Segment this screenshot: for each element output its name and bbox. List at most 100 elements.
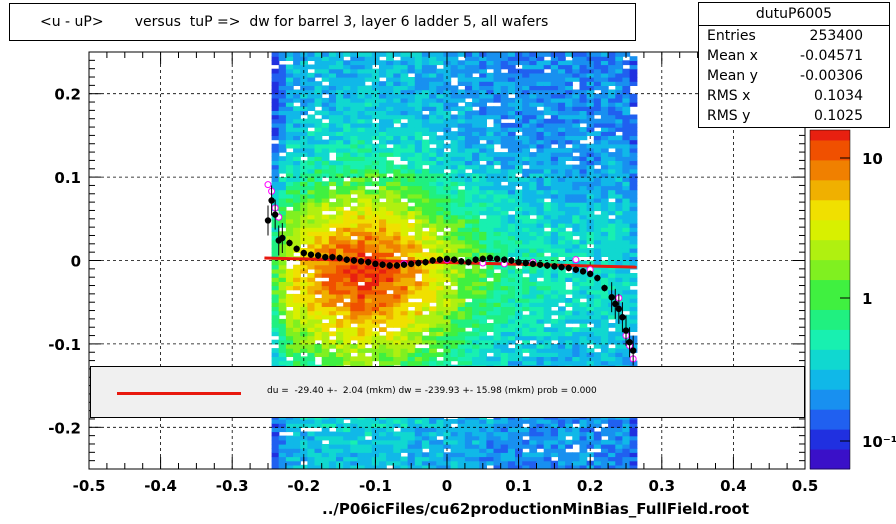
heatmap-cell (393, 268, 402, 274)
heatmap-cell (629, 318, 638, 324)
heatmap-cell (328, 331, 337, 337)
heatmap-cell (615, 168, 624, 174)
heatmap-cell (536, 327, 545, 332)
heatmap-cell (558, 206, 566, 212)
heatmap-cell (307, 64, 316, 70)
heatmap-cell (615, 435, 624, 441)
heatmap-cell (421, 127, 430, 132)
heatmap-cell (400, 156, 409, 161)
heatmap-cell (386, 248, 394, 253)
heatmap-cell (522, 172, 530, 178)
heatmap-cell (336, 85, 344, 91)
heatmap-cell (507, 331, 516, 337)
heatmap-cell (629, 260, 638, 266)
heatmap-cell (379, 452, 387, 458)
heatmap-cell (436, 202, 445, 207)
heatmap-cell (586, 114, 595, 120)
heatmap-cell (436, 360, 445, 366)
heatmap-cell (436, 314, 445, 320)
heatmap-cell (593, 81, 602, 86)
heatmap-cell (407, 177, 416, 182)
heatmap-cell (522, 314, 530, 320)
heatmap-cell (479, 131, 487, 136)
heatmap-cell (336, 214, 344, 220)
heatmap-cell (278, 114, 287, 120)
heatmap-cell (593, 435, 602, 441)
heatmap-cell (608, 256, 616, 262)
heatmap-cell (400, 185, 409, 191)
heatmap-cell (500, 89, 509, 95)
heatmap-cell (572, 352, 581, 357)
heatmap-cell (608, 277, 616, 282)
heatmap-cell (328, 118, 337, 124)
heatmap-cell (386, 185, 394, 191)
heatmap-cell (328, 323, 337, 328)
heatmap-cell (457, 72, 466, 78)
heatmap-cell (379, 444, 387, 449)
heatmap-cell (436, 77, 445, 82)
heatmap-cell (407, 68, 416, 74)
heatmap-cell (629, 135, 638, 141)
heatmap-cell (443, 181, 452, 187)
heatmap-cell (579, 72, 588, 78)
heatmap-cell (393, 214, 402, 220)
heatmap-cell (414, 172, 423, 178)
heatmap-cell (550, 256, 559, 262)
heatmap-cell (629, 60, 638, 66)
heatmap-cell (507, 160, 516, 166)
heatmap-cell (486, 327, 495, 332)
heatmap-cell (515, 77, 523, 82)
heatmap-cell (379, 439, 387, 445)
heatmap-cell (600, 314, 609, 320)
heatmap-cell (479, 348, 487, 353)
heatmap-cell (421, 147, 430, 153)
heatmap-cell (600, 456, 609, 462)
heatmap-cell (522, 139, 530, 145)
heatmap-cell (293, 323, 301, 328)
heatmap-cell (486, 293, 495, 299)
heatmap-cell (536, 285, 545, 291)
heatmap-cell (608, 56, 616, 61)
heatmap-cell (371, 223, 380, 228)
heatmap-cell (543, 302, 552, 307)
heatmap-cell (479, 168, 487, 174)
heatmap-cell (629, 147, 638, 153)
heatmap-cell (314, 156, 323, 161)
heatmap-cell (464, 356, 473, 362)
heatmap-cell (336, 177, 344, 182)
heatmap-cell (608, 89, 616, 95)
heatmap-cell (314, 164, 323, 170)
heatmap-cell (307, 285, 316, 291)
heatmap-cell (572, 127, 581, 132)
heatmap-cell (364, 189, 373, 195)
heatmap-cell (572, 243, 581, 249)
heatmap-cell (479, 81, 487, 86)
heatmap-cell (629, 185, 638, 191)
heatmap-cell (464, 102, 473, 107)
heatmap-cell (429, 93, 437, 99)
heatmap-cell (343, 348, 351, 353)
heatmap-cell (629, 93, 638, 99)
heatmap-cell (536, 298, 545, 303)
heatmap-cell (472, 343, 480, 349)
heatmap-cell (472, 68, 480, 74)
heatmap-cell (558, 452, 566, 458)
heatmap-cell (572, 131, 581, 136)
heatmap-cell (457, 52, 466, 57)
heatmap-cell (522, 193, 530, 199)
heatmap-cell (271, 285, 280, 291)
heatmap-cell (500, 164, 509, 170)
heatmap-cell (507, 168, 516, 174)
heatmap-cell (579, 277, 588, 282)
heatmap-cell (450, 306, 459, 312)
heatmap-cell (543, 164, 552, 170)
heatmap-cell (443, 77, 452, 82)
heatmap-cell (486, 431, 495, 437)
heatmap-cell (450, 93, 459, 99)
heatmap-cell (457, 156, 466, 161)
heatmap-cell (615, 356, 624, 362)
heatmap-cell (507, 127, 516, 132)
heatmap-cell (572, 122, 581, 128)
heatmap-cell (500, 306, 509, 312)
heatmap-cell (414, 360, 423, 366)
